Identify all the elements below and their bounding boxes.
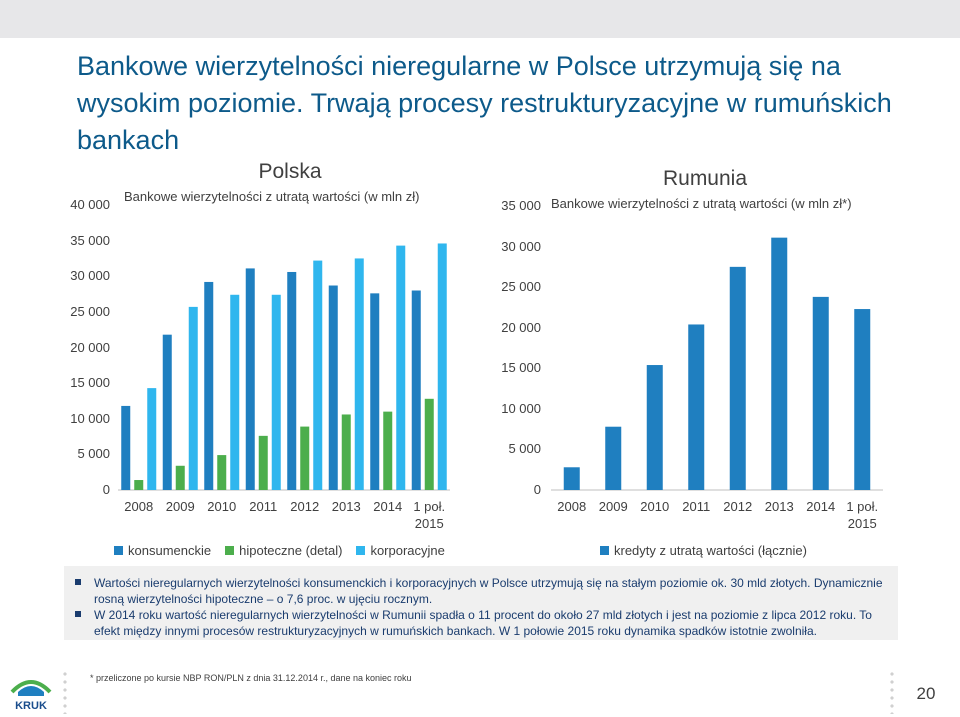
x-tick-label: 2008 bbox=[557, 499, 587, 514]
bar-hipoteczne-detal--2008 bbox=[134, 480, 144, 490]
bar-konsumenckie-2009 bbox=[162, 334, 172, 490]
legend-swatch-konsumenckie bbox=[114, 546, 123, 555]
y-tick-label: 5 000 bbox=[508, 441, 541, 457]
bar-konsumenckie-2012 bbox=[287, 271, 297, 490]
y-tick-label: 0 bbox=[102, 482, 110, 497]
bullet-icon bbox=[75, 611, 81, 617]
y-tick-label: 20 000 bbox=[70, 339, 110, 355]
bar-kredyty-z-utrat-warto-ci-cznie--2011 bbox=[688, 324, 705, 490]
bar-korporacyjne-2010 bbox=[230, 294, 240, 490]
bar-kredyty-z-utrat-warto-ci-cznie--2009 bbox=[605, 426, 622, 490]
bar-konsumenckie-2013 bbox=[328, 285, 338, 490]
bar-korporacyjne-2008 bbox=[147, 388, 157, 490]
y-tick-label: 35 000 bbox=[70, 232, 110, 248]
bar-hipoteczne-detal--2014 bbox=[383, 411, 393, 490]
y-tick-label: 20 000 bbox=[501, 319, 541, 335]
bar-konsumenckie-2011 bbox=[245, 268, 255, 490]
legend-swatch-kredyty bbox=[600, 546, 609, 555]
divider-dots-right bbox=[890, 670, 894, 714]
x-tick-label: 2013 bbox=[764, 499, 794, 514]
x-tick-label: 2013 bbox=[331, 499, 361, 514]
legend-item-kredyty: kredyty z utratą wartości (łącznie) bbox=[600, 543, 807, 558]
bar-kredyty-z-utrat-warto-ci-cznie--2008 bbox=[563, 467, 580, 490]
bar-kredyty-z-utrat-warto-ci-cznie--2013 bbox=[771, 237, 788, 490]
x-tick-label: 2014 bbox=[373, 499, 403, 514]
x-tick-label: 2009 bbox=[598, 499, 628, 514]
legend-rumunia: kredyty z utratą wartości (łącznie) bbox=[600, 543, 821, 558]
bar-hipoteczne-detal--2009 bbox=[175, 465, 185, 490]
legend-label-konsumenckie: konsumenckie bbox=[128, 543, 212, 558]
x-tick-label: 2011 bbox=[682, 499, 711, 514]
y-tick-label: 25 000 bbox=[501, 279, 541, 295]
bullet-icon bbox=[75, 579, 81, 585]
chart-title-rumunia: Rumunia bbox=[662, 167, 748, 190]
y-tick-label: 40 000 bbox=[70, 197, 110, 212]
bar-konsumenckie-2010 bbox=[204, 281, 214, 490]
legend-label-kredyty: kredyty z utratą wartości (łącznie) bbox=[614, 543, 807, 558]
bar-korporacyjne-2014 bbox=[396, 245, 406, 490]
kruk-logo: KRUK bbox=[10, 680, 52, 712]
x-tick-label: 2010 bbox=[207, 499, 237, 514]
bar-korporacyjne-2013 bbox=[354, 258, 364, 490]
note-text: W 2014 roku wartość nieregularnych wierz… bbox=[94, 608, 872, 638]
chart-subtitle-polska: Bankowe wierzytelności z utratą wartości… bbox=[124, 189, 420, 204]
legend-item-korporacyjne: korporacyjne bbox=[356, 543, 445, 558]
legend-swatch-hipoteczne bbox=[225, 546, 235, 555]
slide-title: Bankowe wierzytelności nieregularne w Po… bbox=[77, 51, 892, 155]
y-tick-label: 0 bbox=[533, 482, 541, 497]
x-tick-label: 2010 bbox=[640, 499, 670, 514]
y-tick-label: 15 000 bbox=[70, 375, 110, 391]
logo-text: KRUK bbox=[15, 700, 47, 712]
y-tick-label: 30 000 bbox=[501, 238, 541, 254]
bar-kredyty-z-utrat-warto-ci-cznie--2010 bbox=[646, 365, 663, 490]
bar-kredyty-z-utrat-warto-ci-cznie--1-po-2015 bbox=[854, 309, 871, 490]
y-tick-label: 10 000 bbox=[501, 400, 541, 416]
x-tick-label: 2014 bbox=[806, 499, 836, 514]
note-item: Wartości nieregularnych wierzytelności k… bbox=[64, 575, 898, 607]
legend-label-hipoteczne: hipoteczne (detal) bbox=[239, 543, 343, 558]
y-tick-label: 35 000 bbox=[501, 198, 541, 213]
y-tick-label: 10 000 bbox=[70, 410, 110, 426]
y-tick-label: 15 000 bbox=[501, 360, 541, 376]
bar-korporacyjne-2012 bbox=[313, 260, 323, 490]
notes-box: Wartości nieregularnych wierzytelności k… bbox=[64, 566, 898, 640]
bar-hipoteczne-detal--1-po-2015 bbox=[424, 398, 434, 490]
legend-item-hipoteczne: hipoteczne (detal) bbox=[225, 543, 342, 558]
legend-polska: konsumenckie hipoteczne (detal) korporac… bbox=[114, 543, 459, 558]
y-tick-label: 30 000 bbox=[70, 268, 110, 284]
x-tick-label: 2012 bbox=[723, 499, 753, 514]
legend-item-konsumenckie: konsumenckie bbox=[114, 543, 211, 558]
bar-konsumenckie-1-po-2015 bbox=[411, 290, 421, 490]
bar-kredyty-z-utrat-warto-ci-cznie--2014 bbox=[812, 296, 829, 490]
bar-korporacyjne-1-po-2015 bbox=[437, 243, 447, 490]
top-band bbox=[0, 0, 960, 38]
note-item: W 2014 roku wartość nieregularnych wierz… bbox=[64, 607, 898, 639]
bar-korporacyjne-2009 bbox=[188, 306, 198, 490]
chart-subtitle-rumunia: Bankowe wierzytelności z utratą wartości… bbox=[551, 196, 852, 211]
divider-dots-left bbox=[63, 670, 67, 714]
x-tick-label: 2009 bbox=[165, 499, 195, 514]
y-tick-label: 5 000 bbox=[77, 446, 110, 462]
footnote: * przeliczone po kursie NBP RON/PLN z dn… bbox=[90, 673, 412, 683]
bar-konsumenckie-2008 bbox=[121, 405, 131, 490]
chart-title-polska: Polska bbox=[258, 160, 322, 183]
bar-hipoteczne-detal--2013 bbox=[341, 414, 351, 490]
x-tick-label: 2011 bbox=[249, 499, 278, 514]
bar-konsumenckie-2014 bbox=[370, 293, 380, 490]
x-tick-label: 1 poł. 2015 bbox=[413, 499, 446, 531]
legend-swatch-korporacyjne bbox=[356, 546, 366, 555]
bar-hipoteczne-detal--2011 bbox=[258, 435, 268, 490]
bar-hipoteczne-detal--2010 bbox=[217, 455, 227, 490]
bar-kredyty-z-utrat-warto-ci-cznie--2012 bbox=[729, 266, 746, 490]
x-tick-label: 2012 bbox=[290, 499, 320, 514]
y-tick-label: 25 000 bbox=[70, 303, 110, 319]
x-tick-label: 1 poł. 2015 bbox=[846, 499, 879, 531]
page-number: 20 bbox=[916, 684, 936, 703]
x-tick-label: 2008 bbox=[124, 499, 154, 514]
bar-hipoteczne-detal--2012 bbox=[300, 426, 310, 490]
legend-label-korporacyjne: korporacyjne bbox=[370, 543, 445, 558]
bar-korporacyjne-2011 bbox=[271, 294, 281, 490]
note-text: Wartości nieregularnych wierzytelności k… bbox=[94, 576, 883, 606]
